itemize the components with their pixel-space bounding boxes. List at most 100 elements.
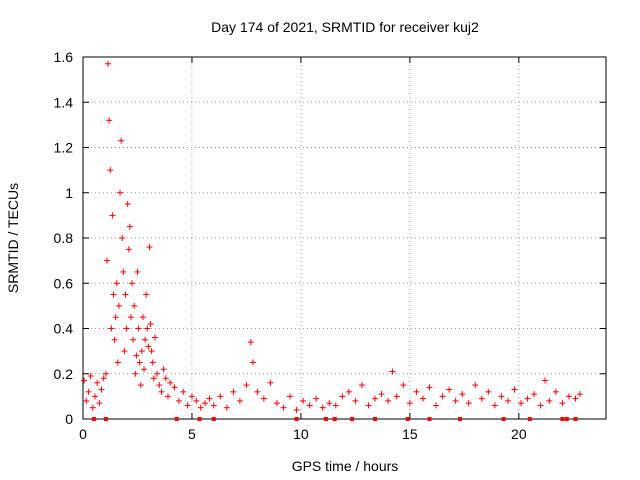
chart-grid bbox=[83, 57, 606, 419]
gap-marker bbox=[197, 417, 202, 421]
data-point bbox=[83, 397, 90, 404]
data-point bbox=[149, 359, 156, 366]
data-point bbox=[389, 368, 396, 375]
data-point bbox=[106, 117, 113, 124]
data-point bbox=[142, 336, 149, 343]
data-point bbox=[124, 201, 131, 208]
data-point bbox=[103, 257, 110, 264]
data-point bbox=[306, 402, 313, 409]
data-point bbox=[572, 395, 579, 402]
data-point bbox=[96, 400, 103, 407]
gap-marker bbox=[564, 417, 569, 421]
data-point bbox=[197, 404, 204, 411]
y-tick-label: 0.6 bbox=[54, 275, 74, 291]
data-point bbox=[345, 388, 352, 395]
y-tick-label: 1.2 bbox=[54, 140, 74, 156]
data-point bbox=[129, 280, 136, 287]
data-point bbox=[175, 397, 182, 404]
gap-marker bbox=[91, 417, 96, 421]
data-point bbox=[498, 393, 505, 400]
x-axis-label: GPS time / hours bbox=[292, 458, 399, 474]
data-point bbox=[243, 382, 250, 389]
data-point bbox=[133, 352, 140, 359]
data-point bbox=[552, 388, 559, 395]
data-point bbox=[518, 400, 525, 407]
data-point bbox=[541, 377, 548, 384]
data-point bbox=[105, 60, 112, 67]
data-point bbox=[118, 137, 125, 144]
data-point bbox=[85, 388, 92, 395]
data-point bbox=[273, 400, 280, 407]
x-tick-label: 0 bbox=[79, 426, 87, 442]
data-point bbox=[254, 388, 261, 395]
gap-marker bbox=[427, 417, 432, 421]
x-tick-label: 15 bbox=[402, 426, 418, 442]
data-point bbox=[465, 400, 472, 407]
data-point bbox=[180, 388, 187, 395]
data-point bbox=[491, 402, 498, 409]
data-point bbox=[94, 379, 101, 386]
data-point bbox=[202, 400, 209, 407]
data-point bbox=[478, 395, 485, 402]
data-point bbox=[524, 395, 531, 402]
data-point bbox=[147, 320, 154, 327]
y-tick-label: 1.4 bbox=[54, 94, 74, 110]
data-point bbox=[419, 395, 426, 402]
gap-marker bbox=[405, 417, 410, 421]
data-point bbox=[531, 391, 538, 398]
x-tick-label: 5 bbox=[188, 426, 196, 442]
data-point bbox=[131, 302, 138, 309]
gap-marker bbox=[457, 417, 462, 421]
data-point bbox=[230, 388, 237, 395]
data-point bbox=[504, 397, 511, 404]
data-point bbox=[576, 391, 583, 398]
data-point bbox=[485, 388, 492, 395]
data-point bbox=[151, 334, 158, 341]
y-tick-label: 0.4 bbox=[54, 321, 74, 337]
data-point bbox=[537, 402, 544, 409]
x-tick-label: 20 bbox=[511, 426, 527, 442]
data-point bbox=[426, 384, 433, 391]
x-tick-label: 10 bbox=[293, 426, 309, 442]
data-point bbox=[146, 244, 153, 251]
data-point bbox=[119, 235, 126, 241]
data-point bbox=[145, 343, 152, 350]
y-axis-label: SRMTID / TECUs bbox=[5, 183, 21, 293]
data-point bbox=[139, 314, 146, 321]
data-point bbox=[135, 325, 142, 332]
data-point bbox=[300, 397, 307, 404]
gap-marker bbox=[560, 417, 565, 421]
data-point bbox=[472, 382, 479, 389]
data-point bbox=[206, 395, 213, 402]
data-point bbox=[171, 384, 178, 391]
data-point bbox=[511, 386, 518, 393]
data-point bbox=[144, 325, 151, 332]
data-point bbox=[247, 339, 254, 346]
gap-marker bbox=[332, 417, 337, 421]
data-point bbox=[319, 404, 326, 411]
data-point bbox=[439, 393, 446, 400]
gap-marker bbox=[323, 417, 328, 421]
data-point bbox=[365, 402, 372, 409]
data-point bbox=[433, 402, 440, 409]
data-point bbox=[236, 397, 243, 404]
data-point bbox=[339, 393, 346, 400]
data-point bbox=[559, 400, 566, 407]
data-point bbox=[120, 268, 127, 275]
chart-title: Day 174 of 2021, SRMTID for receiver kuj… bbox=[211, 19, 479, 35]
gap-marker bbox=[501, 417, 506, 421]
data-point bbox=[184, 402, 191, 409]
data-point bbox=[132, 370, 139, 377]
x-axis: 0 5 10 15 20 bbox=[79, 57, 527, 442]
gap-markers bbox=[91, 417, 578, 421]
data-point bbox=[287, 393, 294, 400]
data-point bbox=[188, 393, 195, 400]
data-point bbox=[111, 336, 118, 343]
data-point bbox=[452, 397, 459, 404]
data-point bbox=[352, 397, 359, 404]
data-point bbox=[249, 359, 256, 366]
data-point bbox=[217, 393, 224, 400]
data-point bbox=[115, 302, 122, 309]
y-tick-label: 0.2 bbox=[54, 366, 74, 382]
y-axis: 0 0.2 0.4 0.6 0.8 1 1.2 1.4 1.6 bbox=[54, 49, 606, 427]
